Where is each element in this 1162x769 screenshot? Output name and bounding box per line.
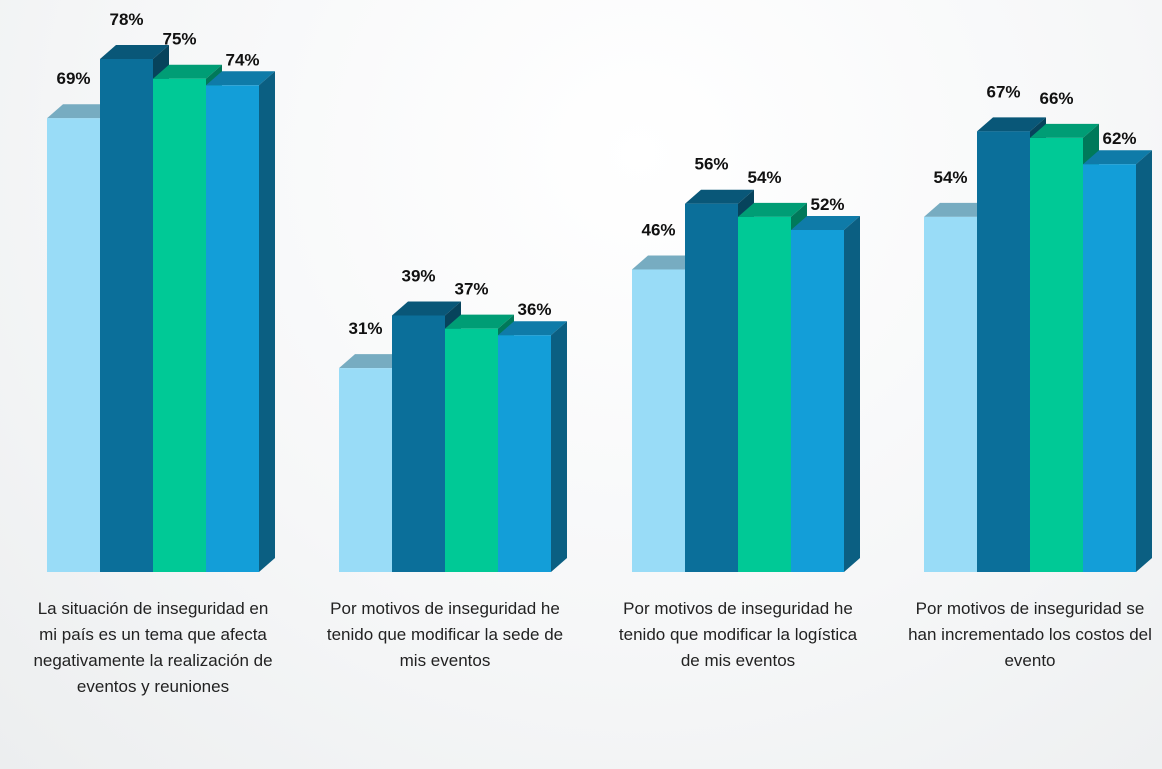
bar xyxy=(445,328,498,572)
value-label: 74% xyxy=(225,50,259,69)
bar-top xyxy=(47,104,116,119)
bar-top xyxy=(100,45,169,59)
bar-side xyxy=(551,321,567,572)
bar-side xyxy=(259,71,275,573)
value-label: 75% xyxy=(162,30,196,49)
bar xyxy=(924,216,977,572)
bar-top xyxy=(977,117,1046,132)
bar xyxy=(1030,137,1083,572)
bar-top xyxy=(632,255,701,270)
value-label: 46% xyxy=(641,220,675,239)
bar-top xyxy=(206,71,275,86)
bar xyxy=(791,230,844,572)
value-label: 31% xyxy=(348,319,382,338)
category-label: Por motivos de inseguridad he tenido que… xyxy=(618,599,858,670)
bar-top xyxy=(924,202,993,217)
bar xyxy=(100,59,153,572)
category-label: La situación de inseguridad en mi país e… xyxy=(33,599,273,696)
value-label: 56% xyxy=(694,155,728,174)
bar xyxy=(632,269,685,572)
bar-top xyxy=(791,216,860,230)
value-label: 37% xyxy=(454,280,488,299)
value-label: 66% xyxy=(1039,89,1073,108)
bar xyxy=(47,118,100,572)
value-label: 54% xyxy=(747,168,781,187)
bar xyxy=(392,315,445,572)
bar-side xyxy=(1136,150,1152,572)
category-label: Por motivos de inseguridad he tenido que… xyxy=(326,599,564,670)
value-label: 36% xyxy=(517,300,551,319)
bar-top xyxy=(1030,123,1099,138)
bar-top xyxy=(1083,150,1152,165)
bar xyxy=(1083,164,1136,572)
bar-top xyxy=(392,301,461,316)
category-label: Por motivos de inseguridad se han increm… xyxy=(908,599,1152,670)
bar xyxy=(206,85,259,573)
value-label: 62% xyxy=(1102,129,1136,148)
bar xyxy=(738,216,791,572)
bar-top xyxy=(153,64,222,79)
bar xyxy=(339,368,392,572)
bar-top xyxy=(738,202,807,217)
bar-top xyxy=(498,321,567,336)
value-label: 78% xyxy=(109,10,143,29)
bar xyxy=(153,78,206,572)
value-label: 69% xyxy=(56,69,90,88)
bar-top xyxy=(339,354,408,369)
bar xyxy=(685,203,738,572)
bar-side xyxy=(844,216,860,572)
value-label: 39% xyxy=(401,267,435,286)
bar-top xyxy=(685,189,754,204)
value-label: 52% xyxy=(810,195,844,214)
bar-top xyxy=(445,314,514,329)
value-label: 54% xyxy=(933,168,967,187)
value-label: 67% xyxy=(986,82,1020,101)
bar xyxy=(977,131,1030,572)
bar xyxy=(498,335,551,572)
